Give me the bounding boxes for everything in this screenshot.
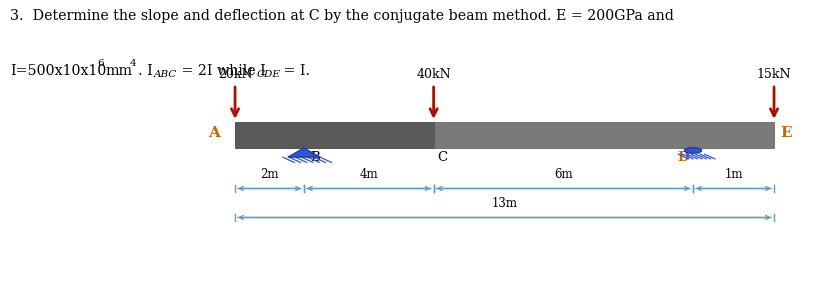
Text: 4: 4 — [129, 59, 136, 68]
Polygon shape — [288, 148, 320, 157]
Text: D: D — [677, 151, 689, 164]
Text: 3.  Determine the slope and deflection at C by the conjugate beam method. E = 20: 3. Determine the slope and deflection at… — [10, 9, 674, 23]
Text: = I.: = I. — [279, 64, 310, 78]
Text: 4m: 4m — [359, 168, 378, 181]
Text: CDE: CDE — [257, 70, 281, 79]
Ellipse shape — [684, 148, 701, 153]
Text: = 2I while I: = 2I while I — [178, 64, 266, 78]
Text: ABC: ABC — [154, 70, 177, 79]
Text: . I: . I — [138, 64, 153, 78]
Text: mm: mm — [105, 64, 133, 78]
Text: 6m: 6m — [554, 168, 573, 181]
Text: 20kN: 20kN — [218, 68, 252, 81]
Text: I=500x10x10: I=500x10x10 — [10, 64, 106, 78]
Text: 1m: 1m — [724, 168, 743, 181]
Text: 13m: 13m — [492, 197, 518, 210]
Text: B: B — [311, 151, 320, 164]
Bar — [433, 122, 774, 148]
Text: E: E — [781, 126, 792, 140]
Text: C: C — [438, 151, 448, 164]
Text: 2m: 2m — [261, 168, 279, 181]
Bar — [235, 122, 433, 148]
Text: 40kN: 40kN — [417, 68, 451, 81]
Text: A: A — [209, 126, 220, 140]
Text: 6: 6 — [97, 59, 104, 68]
Text: 15kN: 15kN — [757, 68, 792, 81]
